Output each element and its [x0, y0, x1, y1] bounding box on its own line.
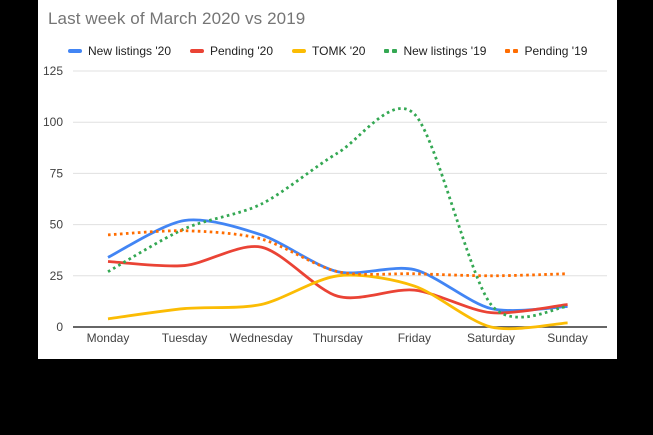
y-tick-label-100: 100 [43, 115, 63, 129]
x-tick-label-thursday: Thursday [313, 331, 363, 345]
legend-item-new-listings-20[interactable]: New listings '20 [68, 44, 171, 58]
x-tick-label-sunday: Sunday [547, 331, 588, 345]
legend-label: New listings '20 [88, 44, 171, 58]
series-line-tomk-20 [107, 273, 568, 331]
chart-legend: New listings '20 Pending '20 TOMK '20 New l… [68, 42, 615, 60]
series-line-pending-19 [107, 229, 568, 278]
y-tick-label-75: 75 [50, 166, 64, 180]
legend-swatch-dotted-line-icon [384, 49, 398, 53]
legend-item-tomk-20[interactable]: TOMK '20 [292, 44, 365, 58]
x-tick-label-friday: Friday [398, 331, 431, 345]
legend-item-pending-20[interactable]: Pending '20 [190, 44, 273, 58]
x-tick-label-wednesday: Wednesday [230, 331, 293, 345]
legend-label: Pending '20 [210, 44, 274, 58]
chart-canvas: 0 25 50 75 100 125 Monday Tuesday Wednesday Thurs… [43, 64, 607, 345]
series-line-new-listings-20 [107, 218, 568, 312]
x-tick-label-saturday: Saturday [467, 331, 515, 345]
legend-swatch-dotted-line-icon [505, 49, 519, 53]
series-line-pending-20 [107, 245, 568, 315]
x-tick-label-monday: Monday [87, 331, 130, 345]
series-line-new-listings-19 [107, 107, 568, 319]
legend-label: New listings '19 [403, 44, 487, 58]
x-tick-label-tuesday: Tuesday [162, 331, 208, 345]
legend-swatch-solid-line-icon [292, 49, 307, 53]
legend-label: Pending '19 [524, 44, 588, 58]
y-tick-label-25: 25 [50, 269, 64, 283]
legend-label: TOMK '20 [312, 44, 366, 58]
y-tick-label-125: 125 [43, 64, 63, 78]
y-tick-label-0: 0 [56, 320, 63, 334]
chart-card: Last week of March 2020 vs 2019 New list… [38, 0, 617, 359]
legend-item-pending-19[interactable]: Pending '19 [505, 44, 587, 58]
legend-item-new-listings-19[interactable]: New listings '19 [384, 44, 486, 58]
chart-title: Last week of March 2020 vs 2019 [48, 9, 306, 28]
y-tick-label-50: 50 [50, 218, 64, 232]
legend-swatch-solid-line-icon [68, 49, 82, 53]
legend-swatch-solid-line-icon [190, 49, 204, 53]
